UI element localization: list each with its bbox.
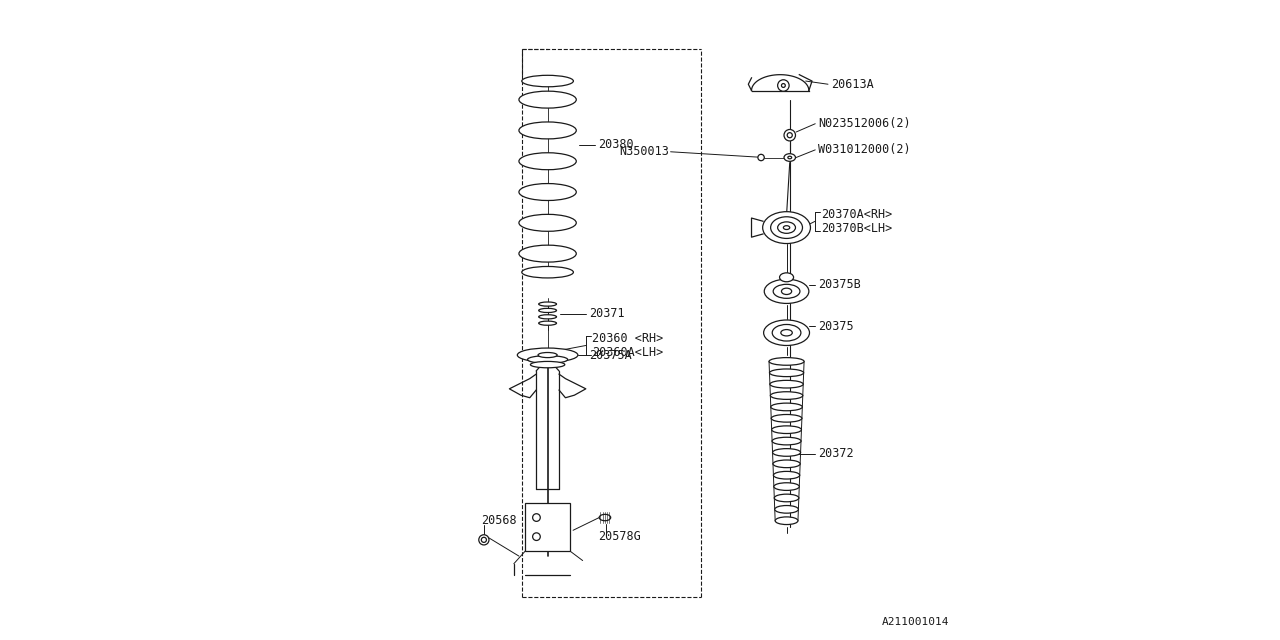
Ellipse shape: [532, 533, 540, 540]
Ellipse shape: [769, 358, 804, 365]
Ellipse shape: [785, 129, 795, 141]
Ellipse shape: [773, 449, 800, 456]
Ellipse shape: [776, 517, 797, 525]
Text: 20375: 20375: [818, 320, 854, 333]
Ellipse shape: [764, 279, 809, 303]
Text: 20370B<LH>: 20370B<LH>: [822, 221, 893, 235]
Ellipse shape: [518, 184, 576, 200]
Ellipse shape: [772, 324, 801, 341]
Ellipse shape: [782, 84, 786, 88]
Ellipse shape: [782, 288, 791, 294]
Ellipse shape: [479, 535, 489, 545]
Ellipse shape: [532, 514, 540, 522]
Ellipse shape: [780, 273, 794, 282]
Text: 20375A: 20375A: [589, 349, 632, 362]
Ellipse shape: [778, 222, 795, 234]
Ellipse shape: [539, 302, 557, 306]
Ellipse shape: [773, 472, 800, 479]
Text: N023512006(2): N023512006(2): [818, 117, 911, 130]
Ellipse shape: [539, 315, 557, 319]
Ellipse shape: [764, 320, 809, 346]
Ellipse shape: [539, 308, 557, 312]
Ellipse shape: [599, 515, 611, 521]
Text: 20360A<LH>: 20360A<LH>: [593, 346, 663, 359]
Ellipse shape: [769, 380, 804, 388]
Ellipse shape: [774, 483, 799, 490]
Ellipse shape: [539, 321, 557, 325]
Text: 20578G: 20578G: [599, 530, 641, 543]
Text: N350013: N350013: [618, 145, 668, 158]
Ellipse shape: [518, 153, 576, 170]
Text: 20360 <RH>: 20360 <RH>: [593, 332, 663, 345]
Ellipse shape: [518, 91, 576, 108]
Ellipse shape: [522, 266, 573, 278]
Ellipse shape: [772, 437, 801, 445]
Ellipse shape: [518, 245, 576, 262]
Ellipse shape: [481, 538, 486, 542]
Ellipse shape: [771, 403, 803, 411]
Text: 20568: 20568: [481, 514, 516, 527]
Ellipse shape: [758, 154, 764, 161]
Ellipse shape: [771, 392, 803, 399]
Text: 20613A: 20613A: [831, 77, 874, 91]
Ellipse shape: [773, 284, 800, 298]
Ellipse shape: [518, 122, 576, 139]
Ellipse shape: [538, 353, 557, 358]
Ellipse shape: [773, 460, 800, 468]
Text: 20372: 20372: [818, 447, 854, 460]
Text: 20371: 20371: [589, 307, 625, 320]
Ellipse shape: [522, 76, 573, 87]
Ellipse shape: [527, 356, 567, 364]
Ellipse shape: [769, 369, 804, 376]
Ellipse shape: [787, 132, 792, 138]
Ellipse shape: [772, 415, 801, 422]
Text: 20375B: 20375B: [818, 278, 861, 291]
Text: W031012000(2): W031012000(2): [818, 143, 911, 156]
Ellipse shape: [517, 348, 577, 362]
Ellipse shape: [771, 217, 803, 239]
Ellipse shape: [763, 212, 810, 244]
Ellipse shape: [774, 494, 799, 502]
Ellipse shape: [787, 156, 791, 159]
Ellipse shape: [778, 80, 788, 92]
Ellipse shape: [530, 362, 564, 368]
Text: 20380: 20380: [599, 138, 634, 151]
Text: 20370A<RH>: 20370A<RH>: [822, 208, 893, 221]
Ellipse shape: [772, 426, 801, 433]
Ellipse shape: [785, 154, 795, 161]
Ellipse shape: [774, 506, 799, 513]
Ellipse shape: [783, 226, 790, 230]
Ellipse shape: [518, 214, 576, 231]
Text: A211001014: A211001014: [882, 617, 948, 627]
Ellipse shape: [781, 330, 792, 336]
Bar: [525, 503, 570, 551]
